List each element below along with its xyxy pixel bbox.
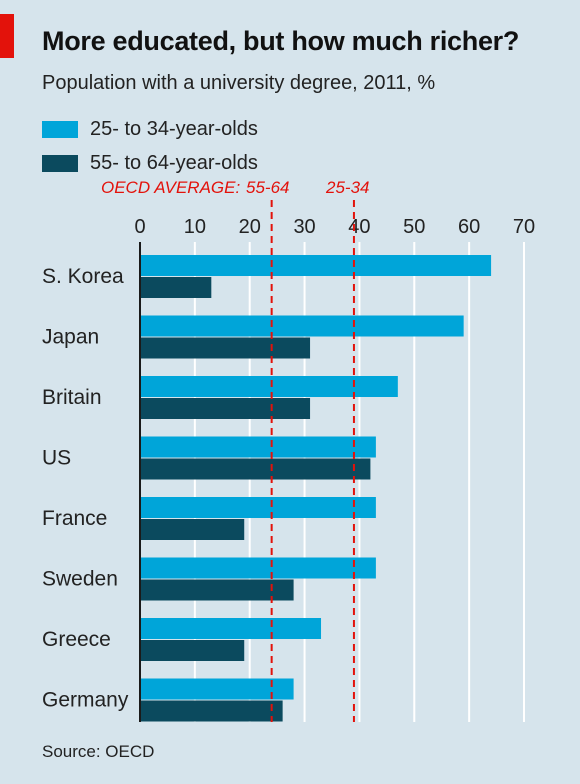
x-tick-label-30: 30 — [293, 216, 315, 238]
legend-label-25-34: 25- to 34-year-olds — [90, 117, 258, 140]
oecd-average-title: OECD AVERAGE: — [101, 178, 241, 197]
bar-germany-25-34 — [140, 678, 294, 700]
category-label-france: France — [42, 507, 107, 530]
category-label-sweden: Sweden — [42, 568, 118, 591]
legend-item-25-34: 25- to 34-year-olds — [42, 112, 258, 146]
chart-title: More educated, but how much richer? — [42, 26, 520, 56]
bar-britain-25-34 — [140, 376, 398, 397]
x-tick-label-0: 0 — [134, 216, 145, 238]
legend-item-55-64: 55- to 64-year-olds — [42, 146, 258, 180]
legend-swatch-55-64 — [42, 154, 78, 172]
bar-sweden-25-34 — [140, 557, 376, 579]
bar-britain-55-64 — [140, 398, 311, 419]
bar-japan-25-34 — [140, 315, 464, 337]
bar-us-25-34 — [140, 436, 376, 458]
legend-label-55-64: 55- to 64-year-olds — [90, 151, 258, 174]
bar-greece-25-34 — [140, 618, 322, 639]
bar-sweden-55-64 — [140, 579, 294, 601]
category-label-s-korea: S. Korea — [42, 265, 124, 288]
category-label-germany: Germany — [42, 689, 129, 712]
category-label-greece: Greece — [42, 628, 111, 651]
bar-greece-55-64 — [140, 640, 245, 661]
category-label-japan: Japan — [42, 326, 99, 349]
legend: 25- to 34-year-olds 55- to 64-year-olds — [42, 112, 258, 180]
bar-s-korea-55-64 — [140, 277, 212, 298]
bar-us-55-64 — [140, 458, 371, 480]
brand-red-tab — [0, 14, 14, 58]
x-tick-label-20: 20 — [239, 216, 261, 238]
category-label-britain: Britain — [42, 386, 102, 409]
x-tick-label-40: 40 — [348, 216, 370, 238]
x-tick-label-70: 70 — [513, 216, 535, 238]
bar-france-25-34 — [140, 497, 376, 518]
bar-france-55-64 — [140, 519, 245, 540]
bar-japan-55-64 — [140, 337, 311, 359]
chart-subtitle: Population with a university degree, 201… — [42, 72, 436, 94]
x-tick-label-10: 10 — [184, 216, 206, 238]
bar-s-korea-25-34 — [140, 255, 492, 276]
x-tick-label-60: 60 — [458, 216, 480, 238]
category-label-us: US — [42, 447, 71, 470]
oecd-average-55-64-label: 55-64 — [246, 178, 290, 197]
source-note: Source: OECD — [42, 742, 155, 761]
legend-swatch-25-34 — [42, 120, 78, 138]
x-tick-label-50: 50 — [403, 216, 425, 238]
oecd-average-25-34-label: 25-34 — [326, 178, 370, 197]
oecd-average-labels: OECD AVERAGE: 55-64 25-34 — [0, 178, 580, 204]
bar-germany-55-64 — [140, 700, 283, 722]
